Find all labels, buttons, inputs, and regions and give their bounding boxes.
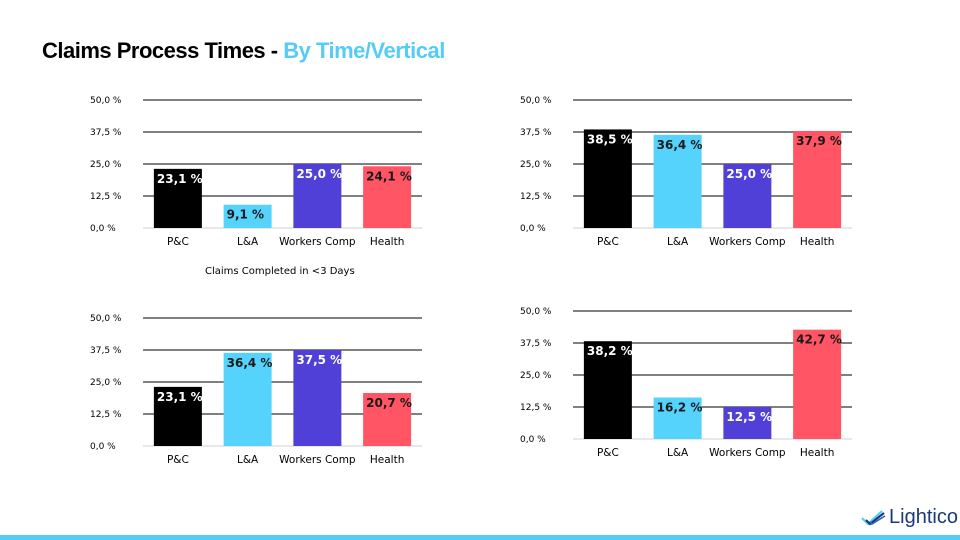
bar — [293, 164, 342, 228]
y-tick-label: 12,5 % — [90, 410, 122, 420]
data-label: 9,1 % — [227, 208, 264, 222]
brand-logo-text: Lightico — [889, 506, 958, 528]
bar — [723, 407, 772, 439]
brand-logo: Lightico — [860, 506, 958, 529]
chart-caption: Claims Completed in <3 Days — [205, 266, 355, 277]
x-tick-label: P&C — [597, 447, 619, 459]
bar — [363, 393, 412, 446]
y-tick-label: 37,5 % — [90, 346, 122, 356]
y-tick-label: 25,0 % — [90, 160, 122, 170]
y-tick-label: 25,0 % — [520, 160, 552, 170]
x-tick-label: L&A — [667, 236, 689, 248]
x-tick-label: L&A — [237, 454, 259, 466]
chart-top-right: 0,0 % 12,5 % 25,0 % 37,5 % 50,0 % 38,5 % P&C 36… — [520, 96, 852, 248]
x-tick-label: L&A — [237, 236, 259, 248]
x-tick-label: Workers Comp — [279, 454, 356, 466]
bar — [223, 352, 272, 446]
y-tick-label: 12,5 % — [520, 192, 552, 202]
data-label: 24,1 % — [366, 169, 412, 183]
checkmark-logo-icon — [861, 509, 886, 526]
x-tick-label: Health — [370, 454, 404, 466]
data-label: 16,2 % — [657, 401, 703, 415]
data-label: 23,1 % — [157, 390, 203, 404]
data-label: 38,2 % — [587, 344, 633, 358]
data-label: 25,0 % — [726, 167, 772, 181]
y-tick-label: 37,5 % — [90, 128, 122, 138]
data-label: 25,0 % — [296, 167, 342, 181]
data-label: 23,1 % — [157, 172, 203, 186]
bar — [363, 166, 412, 228]
x-tick-label: Workers Comp — [709, 236, 786, 248]
y-tick-label: 25,0 % — [90, 378, 122, 388]
y-tick-label: 50,0 % — [90, 314, 122, 324]
x-tick-label: P&C — [597, 236, 619, 248]
bar — [293, 350, 342, 446]
y-tick-label: 50,0 % — [90, 96, 122, 106]
bar — [653, 134, 702, 228]
data-label: 37,9 % — [796, 134, 842, 148]
data-label: 37,5 % — [296, 353, 342, 367]
chart-bottom-right: 0,0 % 12,5 % 25,0 % 37,5 % 50,0 % 38,2 % P&C 16… — [520, 307, 852, 459]
y-tick-label: 50,0 % — [520, 307, 552, 317]
y-tick-label: 37,5 % — [520, 339, 552, 349]
x-tick-label: Health — [800, 236, 834, 248]
x-tick-label: P&C — [167, 454, 189, 466]
y-tick-label: 0,0 % — [90, 224, 116, 234]
chart-top-left: 0,0 % 12,5 % 25,0 % 37,5 % 50,0 % 23,1 % P&C 9,… — [90, 96, 422, 248]
y-tick-label: 12,5 % — [90, 192, 122, 202]
page-title: Claims Process Times - By Time/Vertical — [42, 38, 445, 64]
data-label: 42,7 % — [796, 333, 842, 347]
data-label: 36,4 % — [657, 138, 703, 152]
title-main: Claims Process Times - — [42, 38, 284, 63]
y-tick-label: 37,5 % — [520, 128, 552, 138]
bar — [583, 341, 632, 439]
bottom-accent-bar — [0, 535, 960, 540]
y-tick-label: 0,0 % — [520, 435, 546, 445]
data-label: 12,5 % — [726, 410, 772, 424]
y-tick-label: 0,0 % — [90, 442, 116, 452]
bar — [653, 397, 702, 439]
x-tick-label: Health — [370, 236, 404, 248]
x-tick-label: L&A — [667, 447, 689, 459]
y-tick-label: 25,0 % — [520, 371, 552, 381]
data-label: 36,4 % — [227, 356, 273, 370]
data-label: 20,7 % — [366, 396, 412, 410]
y-tick-label: 0,0 % — [520, 224, 546, 234]
bar — [153, 168, 202, 228]
title-accent: By Time/Vertical — [283, 38, 445, 63]
y-tick-label: 50,0 % — [520, 96, 552, 106]
x-tick-label: Workers Comp — [279, 236, 356, 248]
bar — [793, 329, 842, 439]
bar — [223, 204, 272, 228]
y-tick-label: 12,5 % — [520, 403, 552, 413]
x-tick-label: P&C — [167, 236, 189, 248]
bar — [583, 129, 632, 228]
bar — [153, 386, 202, 446]
x-tick-label: Workers Comp — [709, 447, 786, 459]
bar — [723, 164, 772, 228]
chart-bottom-left: 0,0 % 12,5 % 25,0 % 37,5 % 50,0 % 23,1 % P&C 36… — [90, 314, 422, 466]
x-tick-label: Health — [800, 447, 834, 459]
data-label: 38,5 % — [587, 132, 633, 146]
bar — [793, 130, 842, 228]
